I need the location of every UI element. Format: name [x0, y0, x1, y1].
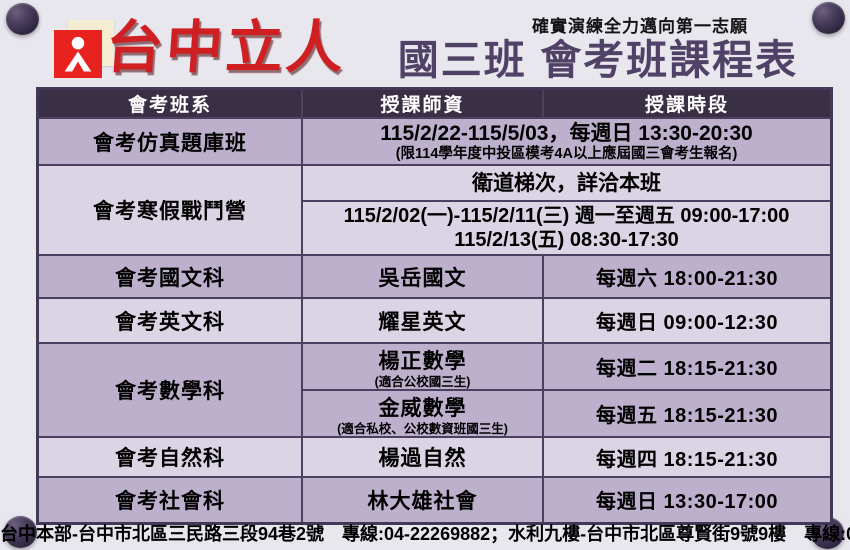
logo-square: [54, 30, 102, 78]
page-title: 國三班 會考班課程表: [397, 37, 799, 83]
person-figure-icon: [64, 36, 92, 72]
time-cell: 每週日 13:30-17:00: [542, 476, 833, 524]
teacher-note: (適合公校國三生): [374, 374, 471, 389]
column-header-teacher: 授課師資: [301, 87, 544, 119]
teacher-cell: 耀星英文: [301, 297, 544, 344]
program-cell: 會考寒假戰鬥營: [36, 164, 303, 256]
teacher-cell: 楊過自然: [301, 436, 544, 478]
program-cell: 會考國文科: [36, 254, 303, 299]
time-note-text: (限114學年度中投區模考4A以上應屆國三會考生報名): [395, 145, 738, 162]
teacher-cell: 林大雄社會: [301, 476, 544, 524]
teacher-cell: 金威數學 (適合私校、公校數資班國三生): [301, 389, 544, 438]
brand-logo: 台中立人: [54, 14, 348, 84]
session-line2: 115/2/13(五) 08:30-17:30: [454, 229, 679, 251]
time-main-text: 115/2/22-115/5/03，每週日 13:30-20:30: [380, 121, 753, 145]
pin-icon: [4, 516, 37, 548]
program-cell: 會考社會科: [36, 476, 303, 524]
time-cell: 每週五 18:15-21:30: [542, 389, 833, 438]
program-cell: 會考英文科: [36, 297, 303, 344]
time-cell: 每週四 18:15-21:30: [542, 436, 833, 478]
slogan-text: 確實演練全力邁向第一志願: [532, 17, 748, 36]
column-header-time: 授課時段: [542, 87, 833, 119]
teacher-cell: 吳岳國文: [301, 254, 544, 299]
session-cell: 115/2/02(一)-115/2/11(三) 週一至週五 09:00-17:0…: [301, 200, 833, 256]
time-cell: 115/2/22-115/5/03，每週日 13:30-20:30 (限114學…: [301, 117, 833, 166]
program-cell: 會考數學科: [36, 342, 303, 438]
session-line1: 115/2/02(一)-115/2/11(三) 週一至週五 09:00-17:0…: [343, 205, 790, 227]
table-row: 會考寒假戰鬥營 衛道梯次，詳洽本班: [36, 164, 833, 256]
table-row: 會考仿真題庫班 115/2/22-115/5/03，每週日 13:30-20:3…: [36, 117, 833, 166]
table-header-row: 會考班系 授課師資 授課時段: [36, 87, 833, 119]
time-cell: 每週日 09:00-12:30: [542, 297, 833, 344]
table-row: 會考數學科 楊正數學 (適合公校國三生) 每週二 18:15-21:30: [36, 342, 833, 438]
table-row: 會考國文科 吳岳國文 每週六 18:00-21:30: [36, 254, 833, 299]
program-cell: 會考仿真題庫班: [36, 117, 303, 166]
pin-icon: [812, 2, 845, 34]
pin-icon: [6, 3, 39, 35]
teacher-name: 金威數學: [378, 396, 467, 420]
teacher-cell: 楊正數學 (適合公校國三生): [301, 342, 544, 391]
table-row: 會考英文科 耀星英文 每週日 09:00-12:30: [36, 297, 833, 344]
course-schedule-table: 會考班系 授課師資 授課時段 會考仿真題庫班 115/2/22-115/5/03…: [36, 87, 833, 525]
table-row: 會考自然科 楊過自然 每週四 18:15-21:30: [36, 436, 833, 478]
page-header: 確實演練全力邁向第一志願 國三班 會考班課程表: [368, 12, 828, 82]
teacher-name: 楊正數學: [378, 349, 467, 373]
session-cell: 衛道梯次，詳洽本班: [301, 164, 833, 202]
time-cell: 每週六 18:00-21:30: [542, 254, 833, 299]
table-row: 會考社會科 林大雄社會 每週日 13:30-17:00: [36, 476, 833, 524]
column-header-program: 會考班系: [36, 87, 303, 119]
brand-name: 台中立人: [103, 14, 349, 81]
contact-footer: 台中本部-台中市北區三民路三段94巷2號 專線:04-22269882；水利九樓…: [0, 524, 850, 544]
time-cell: 每週二 18:15-21:30: [542, 342, 833, 391]
teacher-note: (適合私校、公校數資班國三生): [337, 421, 508, 436]
program-cell: 會考自然科: [36, 436, 303, 478]
